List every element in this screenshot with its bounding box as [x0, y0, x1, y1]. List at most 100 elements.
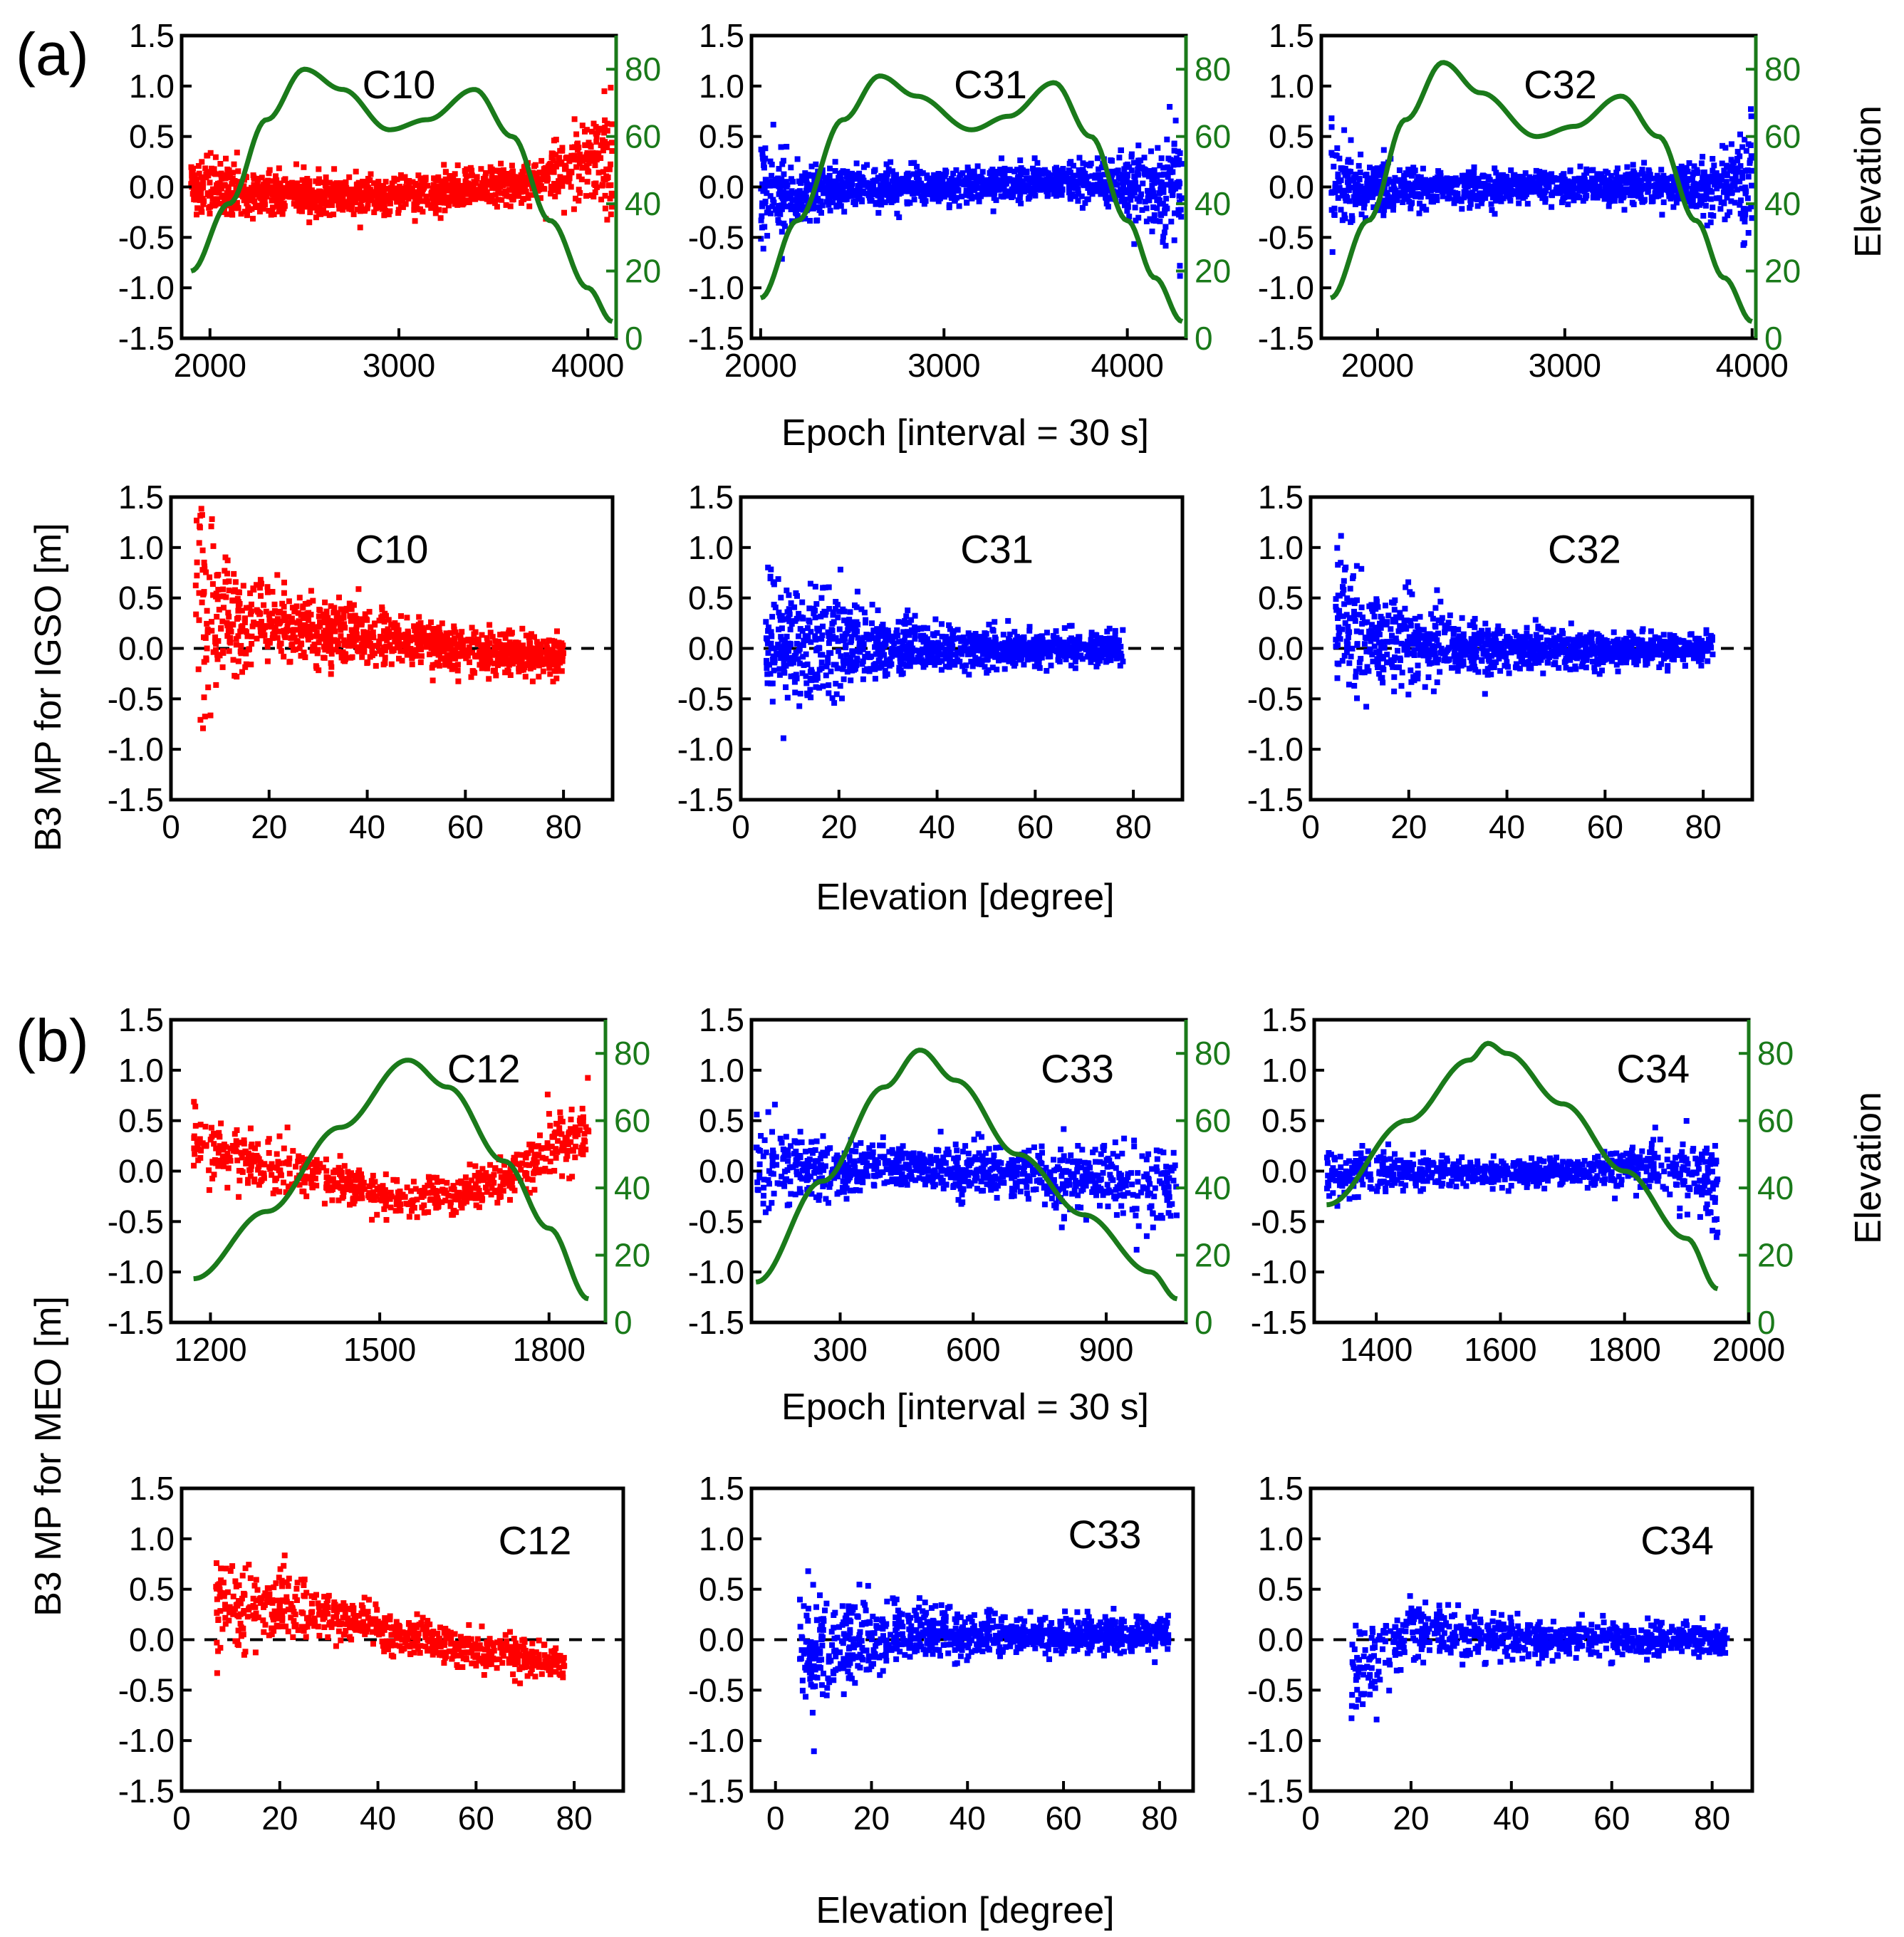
data-point [826, 193, 832, 199]
data-point [1408, 192, 1415, 199]
data-point [431, 650, 437, 657]
data-point [519, 172, 526, 178]
data-point [442, 207, 448, 214]
data-point [447, 173, 453, 179]
data-point [972, 173, 978, 179]
data-point [281, 177, 287, 184]
data-point [1335, 171, 1341, 177]
data-point [471, 179, 477, 185]
data-point [1152, 194, 1158, 199]
data-point [500, 643, 506, 649]
data-point [213, 647, 219, 653]
data-point [298, 652, 304, 659]
data-point [1590, 194, 1596, 201]
data-point [777, 211, 784, 217]
data-point [1700, 174, 1706, 181]
data-point [459, 202, 466, 208]
data-point [1707, 187, 1713, 194]
data-point [769, 172, 775, 179]
data-point [529, 678, 536, 684]
data-point [375, 179, 382, 185]
right-tick-label: 40 [1195, 185, 1231, 222]
data-point [1042, 182, 1049, 188]
data-point [1147, 216, 1153, 222]
data-point [1614, 165, 1621, 172]
data-point [762, 145, 769, 152]
data-point [852, 172, 858, 178]
data-point [293, 638, 300, 644]
data-point [234, 150, 240, 156]
data-point [1479, 200, 1484, 207]
data-point [555, 189, 561, 194]
data-point [921, 201, 927, 207]
data-point [212, 171, 219, 177]
data-point [522, 674, 529, 680]
data-point [803, 179, 810, 186]
data-point [1139, 207, 1145, 213]
data-point [1358, 151, 1364, 157]
data-point [1702, 183, 1708, 189]
data-point [1103, 195, 1109, 202]
data-point [1066, 182, 1073, 188]
data-point [609, 192, 615, 199]
data-point [496, 167, 503, 174]
data-point [220, 586, 227, 592]
y-tick-label: -1.0 [688, 269, 744, 306]
data-point [551, 642, 557, 649]
data-point [303, 202, 310, 208]
data-point [1158, 172, 1165, 178]
data-point [911, 160, 917, 166]
data-point [1707, 219, 1714, 226]
data-point [598, 197, 605, 203]
data-point [278, 648, 284, 654]
data-point [194, 205, 201, 212]
data-point [544, 175, 551, 181]
data-point [880, 180, 887, 187]
data-point [819, 169, 826, 175]
data-point [771, 182, 778, 189]
data-point [189, 181, 196, 187]
data-point [826, 172, 833, 179]
data-point [201, 559, 207, 565]
data-point [292, 646, 298, 652]
data-point [271, 624, 278, 630]
data-point [903, 177, 910, 183]
data-point [595, 151, 601, 157]
data-point [360, 629, 367, 635]
data-point [1168, 219, 1175, 225]
data-point [570, 157, 576, 163]
data-point [285, 180, 291, 187]
data-point [934, 187, 940, 193]
data-point [1353, 187, 1360, 194]
data-point [330, 622, 336, 628]
data-point [931, 178, 937, 184]
data-point [888, 197, 894, 204]
data-point [1364, 180, 1370, 187]
data-point [251, 199, 258, 204]
data-point [319, 197, 326, 204]
data-point [1723, 182, 1729, 189]
y-tick-label: -1.0 [1258, 269, 1314, 306]
right-tick-label: 80 [1764, 51, 1801, 88]
right-tick-label: 40 [625, 185, 661, 222]
data-point [423, 193, 430, 199]
data-point [1684, 199, 1690, 204]
data-point [316, 210, 322, 216]
data-point [1336, 155, 1343, 162]
data-point [1054, 189, 1060, 196]
data-point [1355, 194, 1361, 200]
data-point [457, 195, 464, 202]
data-point [975, 192, 982, 198]
data-point [320, 201, 326, 207]
data-point [1656, 187, 1663, 193]
data-point [1006, 167, 1013, 173]
data-point [203, 174, 209, 181]
data-point [860, 164, 867, 170]
data-point [776, 203, 783, 209]
data-point [1728, 189, 1734, 195]
data-point [853, 160, 860, 167]
right-tick-label: 0 [625, 320, 643, 357]
data-point [454, 162, 461, 169]
data-point [1482, 188, 1489, 194]
data-point [1124, 172, 1130, 178]
